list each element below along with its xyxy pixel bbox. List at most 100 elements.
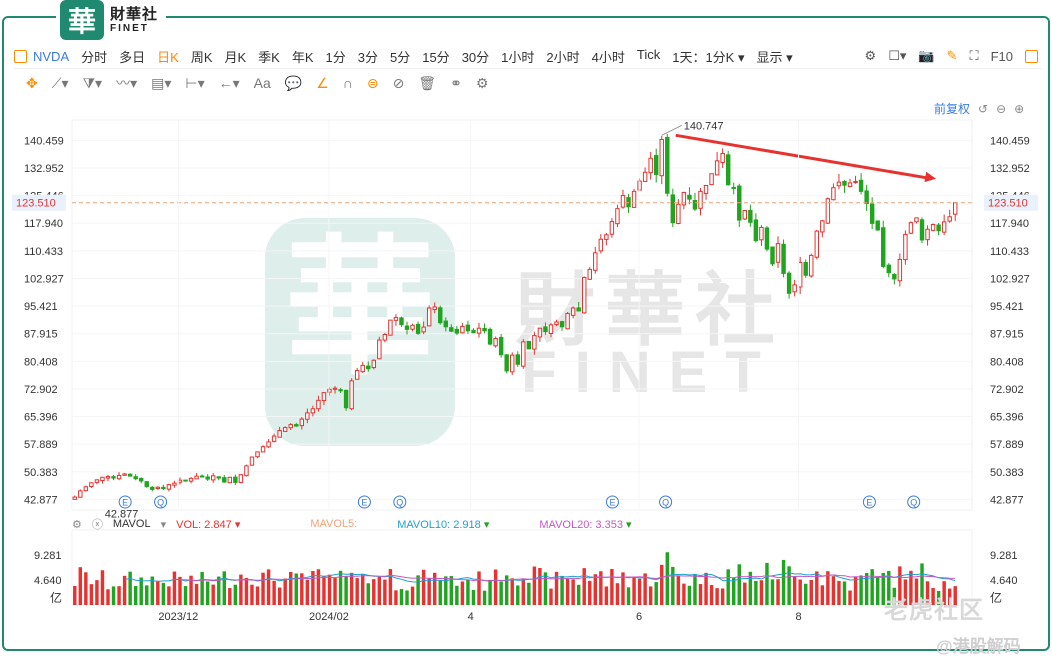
candle-body bbox=[515, 354, 520, 365]
interval-select[interactable]: 1天：1分K ▾ bbox=[666, 47, 750, 66]
period-tab[interactable]: 日K bbox=[157, 49, 179, 65]
comment-icon[interactable]: 💬 bbox=[284, 74, 303, 91]
event-marker-circle bbox=[154, 495, 168, 509]
period-tab[interactable]: Tick bbox=[636, 46, 661, 62]
candle-body bbox=[127, 473, 133, 477]
volume-bar bbox=[543, 572, 548, 605]
period-tab[interactable]: 1分 bbox=[325, 49, 346, 65]
pencil-icon[interactable]: ✎ bbox=[946, 48, 958, 63]
camera-icon[interactable]: 📷 bbox=[918, 48, 935, 63]
display-select[interactable]: 显示 ▾ bbox=[751, 47, 799, 66]
mavol-label: MAVOL bbox=[112, 518, 151, 530]
candle-body bbox=[554, 321, 559, 325]
volume-bar bbox=[516, 585, 520, 605]
price-tick-right: 110.433 bbox=[990, 246, 1029, 258]
candle-body bbox=[892, 274, 897, 280]
candle-body bbox=[925, 228, 930, 241]
price-tick-left: 42.877 bbox=[24, 494, 58, 506]
candle-body bbox=[753, 219, 759, 242]
move-icon[interactable]: ✥ bbox=[26, 74, 38, 91]
period-tab[interactable]: 年K bbox=[291, 49, 314, 65]
candle-body bbox=[825, 198, 831, 224]
period-tab[interactable]: 季K bbox=[258, 49, 280, 65]
candle-body bbox=[150, 486, 155, 490]
f10-button[interactable]: F10 bbox=[990, 48, 1013, 64]
trash-icon[interactable]: 🗑 bbox=[418, 74, 437, 91]
event-marker-circle bbox=[659, 495, 673, 509]
period-tab[interactable]: 月K bbox=[224, 49, 247, 65]
candle-body bbox=[377, 339, 382, 360]
volume-bar bbox=[804, 583, 808, 605]
zoom-in-icon[interactable]: ⊕ bbox=[1014, 101, 1025, 116]
chevron-down-icon[interactable]: ▾ bbox=[160, 518, 167, 531]
period-tab[interactable]: 分时 bbox=[81, 49, 108, 65]
close-icon[interactable]: ⓧ bbox=[91, 519, 103, 531]
volume-bar bbox=[571, 579, 575, 605]
candle-body bbox=[360, 364, 365, 373]
volume-bar bbox=[837, 580, 841, 605]
candle-body bbox=[565, 313, 570, 330]
fib-tool-icon[interactable]: ▤▾ bbox=[151, 74, 172, 91]
volume-bar bbox=[604, 586, 609, 605]
volume-bar bbox=[122, 575, 127, 605]
volume-bar bbox=[898, 566, 902, 605]
price-pane-border bbox=[71, 119, 973, 511]
settings-icon[interactable]: ⚙ bbox=[864, 48, 877, 63]
text-tool-icon[interactable]: Aa bbox=[253, 75, 271, 91]
adjust-button[interactable]: 前复权 bbox=[934, 102, 971, 116]
period-tab[interactable]: 4小时 bbox=[591, 49, 625, 65]
period-tab[interactable]: 多日 bbox=[119, 49, 146, 65]
candle-body bbox=[105, 476, 111, 479]
fullscreen-icon[interactable]: ⛶ bbox=[969, 48, 979, 63]
period-tab[interactable]: 30分 bbox=[461, 49, 490, 65]
candle-body bbox=[764, 227, 770, 250]
square-checkbox-icon[interactable]: ☐▾ bbox=[888, 48, 907, 63]
ruler-icon[interactable]: ∠ bbox=[316, 74, 329, 91]
line-tool-icon[interactable]: ⟋▾ bbox=[51, 74, 69, 91]
candle-body bbox=[936, 224, 941, 232]
arrow-tool-icon[interactable]: ←▾ bbox=[218, 74, 240, 91]
link-icon[interactable]: ⚭ bbox=[450, 74, 462, 91]
reset-icon[interactable]: ↺ bbox=[978, 101, 989, 116]
adjust-control: 前复权 ↺ ⊖ ⊕ bbox=[934, 100, 1024, 117]
volume-bar bbox=[482, 590, 487, 605]
candle-body bbox=[875, 220, 880, 231]
volume-bar bbox=[848, 590, 852, 605]
panel-toggle-icon[interactable] bbox=[1025, 49, 1038, 63]
period-tab[interactable]: 1小时 bbox=[501, 49, 535, 65]
volume-bar bbox=[887, 570, 891, 605]
channel-tool-icon[interactable]: ⧩▾ bbox=[82, 74, 103, 91]
x-tick: 8 bbox=[795, 611, 801, 623]
symbol-selector[interactable]: NVDA bbox=[33, 48, 70, 64]
candle-body bbox=[698, 190, 703, 209]
candle-body bbox=[233, 476, 238, 483]
candle-body bbox=[659, 139, 664, 177]
candle-body bbox=[216, 476, 221, 479]
settings-icon[interactable]: ⚙ bbox=[475, 74, 489, 91]
measure-tool-icon[interactable]: ⊢▾ bbox=[185, 74, 205, 91]
volume-bar bbox=[466, 579, 470, 605]
magnet-icon[interactable]: ∩ bbox=[342, 75, 353, 91]
volume-bar bbox=[167, 586, 171, 605]
volume-bar bbox=[549, 588, 553, 605]
current-price-label-right: 123.510 bbox=[988, 198, 1028, 210]
period-tab[interactable]: 3分 bbox=[357, 49, 378, 65]
lock-icon[interactable]: ⊜ bbox=[366, 74, 379, 91]
volume-bar bbox=[189, 575, 193, 605]
period-tab[interactable]: 15分 bbox=[422, 49, 450, 65]
sidebar-toggle-icon[interactable] bbox=[14, 49, 27, 63]
candle-body bbox=[443, 320, 448, 328]
low-annotation: 42.877 bbox=[105, 508, 139, 520]
period-tab[interactable]: 2小时 bbox=[546, 49, 580, 65]
settings-icon[interactable]: ⚙ bbox=[72, 518, 82, 531]
zoom-out-icon[interactable]: ⊖ bbox=[996, 101, 1007, 116]
hide-icon[interactable]: ⊘ bbox=[392, 74, 405, 91]
x-tick: 6 bbox=[636, 611, 642, 623]
wave-tool-icon[interactable]: 〰▾ bbox=[116, 75, 138, 91]
volume-bar bbox=[410, 586, 415, 605]
period-tab[interactable]: 5分 bbox=[389, 49, 411, 65]
period-tab[interactable]: 周K bbox=[190, 49, 213, 65]
price-tick-left: 72.902 bbox=[24, 384, 58, 396]
volume-bar bbox=[250, 584, 254, 605]
